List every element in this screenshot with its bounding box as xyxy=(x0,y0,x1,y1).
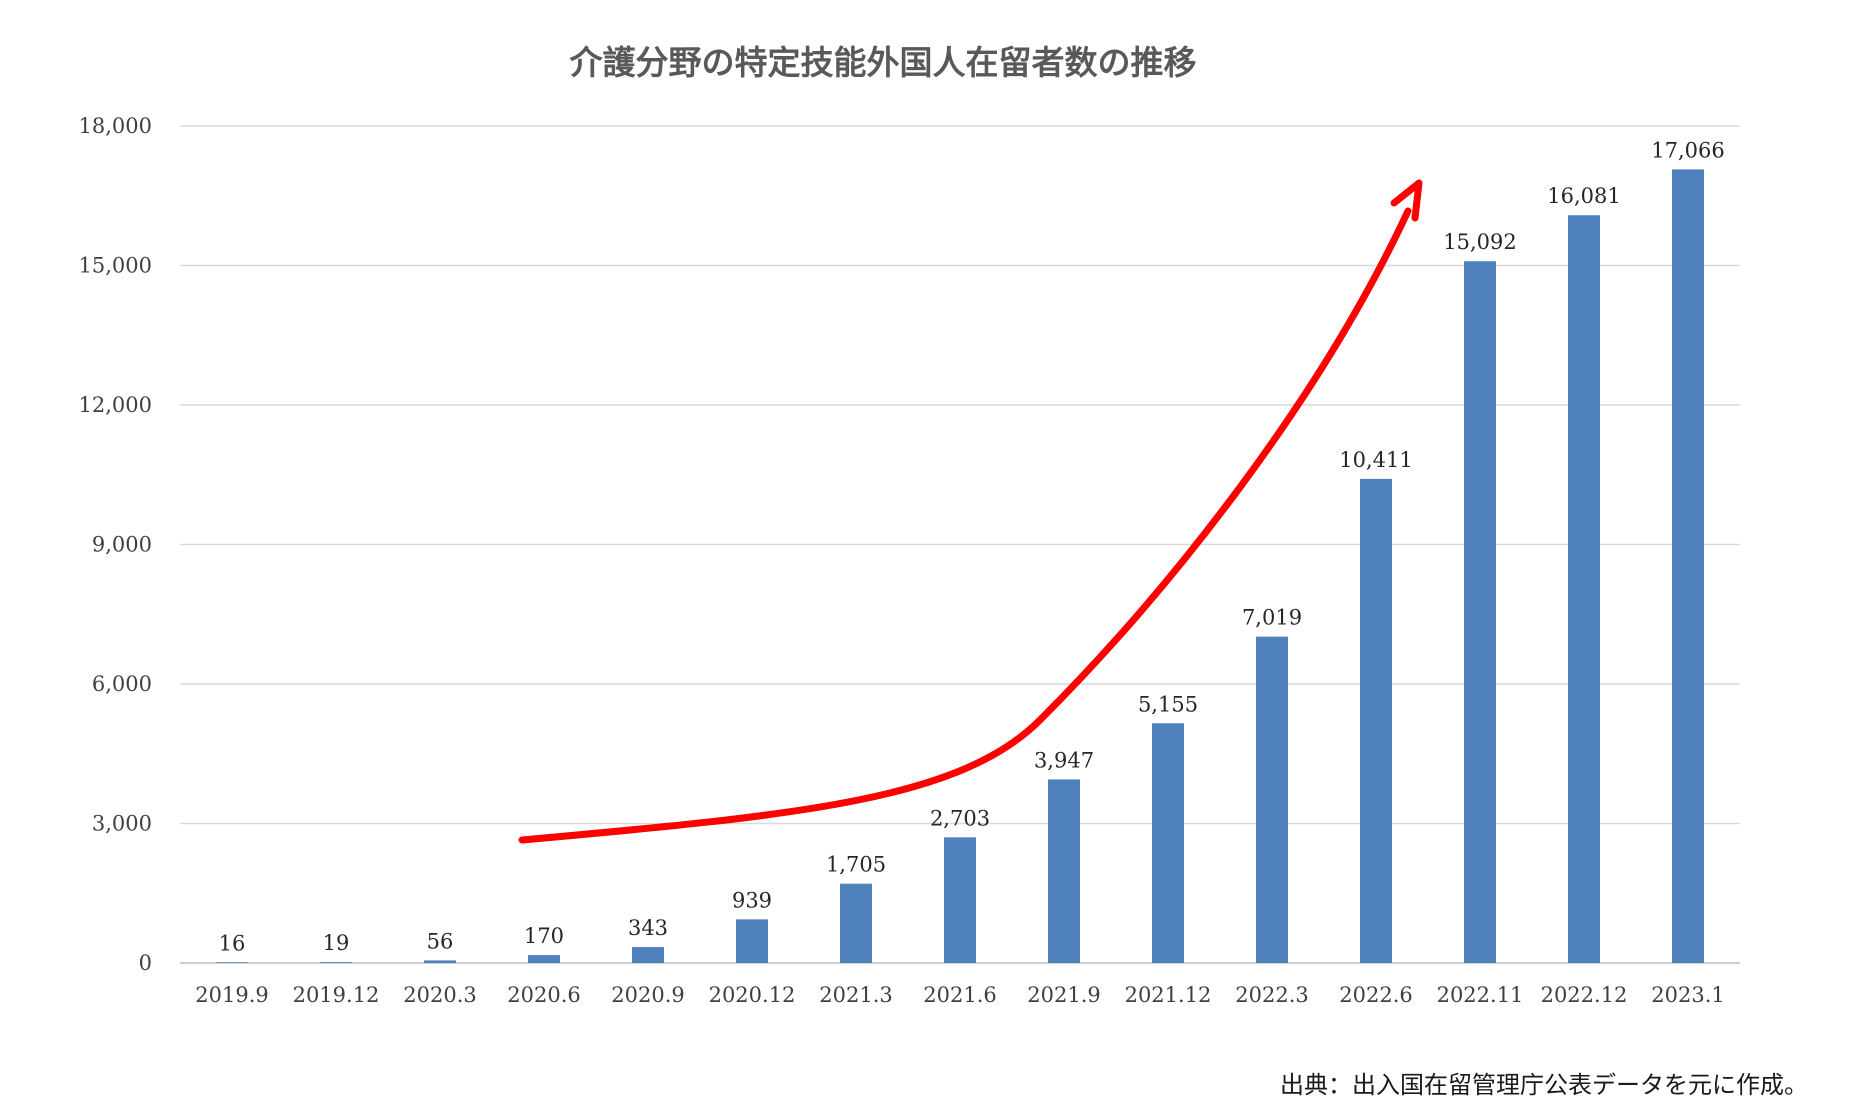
bar xyxy=(632,947,664,963)
y-tick-label: 15,000 xyxy=(79,254,152,278)
data-label: 19 xyxy=(323,931,350,955)
bar xyxy=(216,962,248,963)
bar xyxy=(320,962,352,963)
bar xyxy=(1568,215,1600,963)
data-label: 17,066 xyxy=(1651,138,1724,162)
bar xyxy=(1152,723,1184,963)
y-tick-label: 12,000 xyxy=(79,393,152,417)
x-tick-label: 2020.3 xyxy=(403,983,476,1007)
x-tick-label: 2020.12 xyxy=(709,983,796,1007)
bar xyxy=(1256,636,1288,963)
data-label: 7,019 xyxy=(1242,606,1302,630)
x-tick-label: 2022.11 xyxy=(1437,983,1524,1007)
gridlines xyxy=(180,125,1740,964)
x-tick-label: 2022.6 xyxy=(1339,983,1412,1007)
data-label: 2,703 xyxy=(930,806,990,830)
bar xyxy=(840,883,872,963)
data-label: 16,081 xyxy=(1547,184,1620,208)
trend-arrow-curve xyxy=(518,207,1412,844)
y-tick-label: 0 xyxy=(139,951,152,975)
data-label: 3,947 xyxy=(1034,748,1094,772)
y-tick-label: 9,000 xyxy=(92,533,152,557)
x-tick-label: 2021.9 xyxy=(1027,983,1100,1007)
x-tick-label: 2019.9 xyxy=(195,983,268,1007)
chart-title: 介護分野の特定技能外国人在留者数の推移 xyxy=(570,43,1197,82)
bar xyxy=(528,955,560,963)
bar xyxy=(424,960,456,963)
x-tick-label: 2020.9 xyxy=(611,983,684,1007)
data-label: 5,155 xyxy=(1138,692,1198,716)
data-label: 170 xyxy=(524,924,564,948)
data-label: 16 xyxy=(219,931,246,955)
data-label: 10,411 xyxy=(1339,448,1412,472)
x-tick-label: 2020.6 xyxy=(507,983,580,1007)
source-note: 出典：出入国在留管理庁公表データを元に作成。 xyxy=(1280,1071,1808,1099)
x-tick-label: 2021.12 xyxy=(1125,983,1212,1007)
trend-arrow-head xyxy=(1390,179,1423,222)
y-tick-label: 18,000 xyxy=(79,114,152,138)
bar xyxy=(1464,261,1496,963)
y-tick-label: 6,000 xyxy=(92,672,152,696)
trend-arrow xyxy=(518,179,1423,844)
bar xyxy=(1048,779,1080,963)
data-label: 939 xyxy=(732,888,772,912)
data-labels: 16 19 56 170 343 939 1,705 2,703 3,947 5,155 7,019… xyxy=(219,138,1725,955)
data-label: 15,092 xyxy=(1443,230,1516,254)
x-tick-label: 2022.12 xyxy=(1541,983,1628,1007)
x-tick-label: 2022.3 xyxy=(1235,983,1308,1007)
x-tick-label: 2023.1 xyxy=(1651,983,1724,1007)
x-tick-label: 2021.6 xyxy=(923,983,996,1007)
data-label: 343 xyxy=(628,916,668,940)
bar xyxy=(1672,169,1704,963)
data-label: 1,705 xyxy=(826,853,886,877)
bar xyxy=(944,837,976,963)
bar xyxy=(736,919,768,963)
data-label: 56 xyxy=(427,929,454,953)
bar xyxy=(1360,478,1392,963)
y-axis-ticks: 0 3,000 6,000 9,000 12,000 15,000 18,000 xyxy=(79,114,152,975)
x-tick-label: 2019.12 xyxy=(293,983,380,1007)
y-tick-label: 3,000 xyxy=(92,812,152,836)
x-tick-label: 2021.3 xyxy=(819,983,892,1007)
x-axis-ticks: 2019.9 2019.12 2020.3 2020.6 2020.9 2020.12 20… xyxy=(195,983,1724,1007)
bars xyxy=(216,169,1704,963)
